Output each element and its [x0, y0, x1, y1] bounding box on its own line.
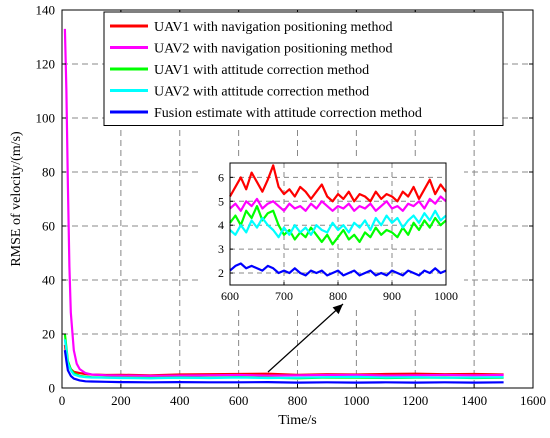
x-tick-label: 1200: [402, 393, 428, 408]
x-tick-label: 400: [170, 393, 190, 408]
legend-label-uav2-with-navigation-positioning-method: UAV2 with navigation positioning method: [154, 42, 393, 57]
inset-series-line-uav1-with-navigation-positioning-method: [229, 164, 447, 203]
x-tick-label: 600: [229, 393, 249, 408]
y-tick-label: 60: [42, 219, 55, 234]
y-tick-label: 100: [36, 111, 56, 126]
series-line-uav2-with-navigation-positioning-method: [63, 28, 504, 377]
main-ticks: 0 200 400 600 800 1000 1200 1400 1600 0 20 40 60 80 10…: [36, 3, 547, 409]
zoom-arrow: [267, 303, 344, 373]
y-tick-label: 120: [36, 57, 56, 72]
series-line-uav2-with-attitude-correction-method: [63, 339, 504, 380]
x-tick-label: 200: [111, 393, 131, 408]
y-tick-label: 20: [42, 327, 55, 342]
legend-label-fusion-estimate-with-attitude-correction-method: Fusion estimate with attitude correction…: [154, 106, 422, 121]
inset-x-tick-label: 800: [329, 289, 347, 303]
inset-background: [198, 159, 464, 307]
inset-series-line-uav2-with-navigation-positioning-method: [229, 195, 447, 212]
y-tick-label: 0: [49, 381, 56, 396]
x-tick-label: 800: [288, 393, 308, 408]
inset-y-tick-label: 6: [218, 170, 224, 184]
inset-series-line-fusion-estimate-with-attitude-correction-method: [229, 262, 447, 277]
arrow-head: [332, 304, 343, 315]
inset-x-tick-label: 1000: [434, 289, 458, 303]
y-tick-label: 40: [42, 273, 55, 288]
inset-series-line-uav1-with-attitude-correction-method: [229, 205, 447, 246]
inset-y-tick-label: 5: [218, 194, 224, 208]
legend-label-uav1-with-navigation-positioning-method: UAV1 with navigation positioning method: [154, 20, 393, 35]
series-line-fusion-estimate-with-attitude-correction-method: [63, 350, 504, 384]
y-axis-title: RMSE of velocity/(m/s): [9, 131, 24, 267]
x-tick-label: 0: [59, 393, 66, 408]
inset-y-tick-label: 4: [218, 218, 224, 232]
y-tick-label: 140: [36, 3, 56, 18]
inset-x-tick-label: 700: [275, 289, 293, 303]
inset-x-tick-label: 900: [383, 289, 401, 303]
inset-x-tick-label: 600: [221, 289, 239, 303]
legend: UAV1 with navigation positioning method U…: [103, 11, 504, 126]
inset-y-tick-label: 3: [218, 242, 224, 256]
x-tick-label: 1400: [461, 393, 487, 408]
x-axis-title: Time/s: [278, 413, 316, 428]
inset-zoom-plot: 600 700 800 900 1000 2 3 4 5 6: [198, 159, 464, 307]
y-tick-label: 80: [42, 165, 55, 180]
legend-label-uav1-with-attitude-correction-method: UAV1 with attitude correction method: [154, 63, 369, 78]
legend-label-uav2-with-attitude-correction-method: UAV2 with attitude correction method: [154, 85, 369, 100]
x-tick-label: 1000: [343, 393, 369, 408]
x-tick-label: 1600: [520, 393, 546, 408]
inset-series-line-uav2-with-attitude-correction-method: [229, 209, 447, 239]
inset-y-tick-label: 2: [218, 266, 224, 280]
main-series-group: [63, 28, 504, 384]
arrow-shaft: [267, 303, 344, 373]
legend-box: [103, 11, 504, 126]
